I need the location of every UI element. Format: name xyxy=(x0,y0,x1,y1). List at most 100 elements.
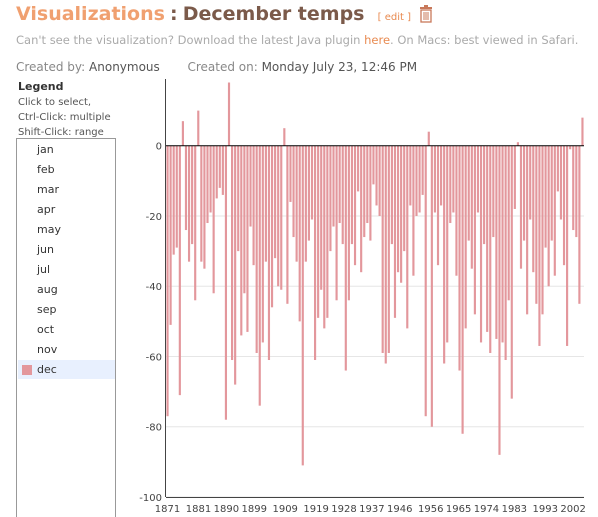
legend-item-label: may xyxy=(37,223,61,236)
bar xyxy=(547,145,550,287)
legend-item-sep[interactable]: sep xyxy=(18,300,115,319)
bar xyxy=(479,145,483,343)
bar xyxy=(443,145,446,364)
legend-item-dec[interactable]: dec xyxy=(18,360,115,379)
x-tick-label: 1993 xyxy=(533,504,558,515)
edit-link[interactable]: edit xyxy=(384,12,404,23)
bar xyxy=(277,145,280,287)
bar xyxy=(498,145,501,455)
bar xyxy=(243,145,246,294)
y-tick-label: -20 xyxy=(146,212,162,223)
bar xyxy=(566,145,569,346)
legend-item-jan[interactable]: jan xyxy=(18,140,115,159)
bar xyxy=(403,145,406,252)
bar xyxy=(261,145,264,343)
legend-item-feb[interactable]: feb xyxy=(18,160,115,179)
bar xyxy=(510,145,513,399)
bar xyxy=(501,145,504,343)
bar xyxy=(246,145,249,332)
bar xyxy=(516,142,519,146)
bar xyxy=(360,145,363,273)
bar xyxy=(280,145,283,290)
bar xyxy=(504,145,507,361)
bar xyxy=(449,145,452,224)
bar xyxy=(194,145,197,301)
bar xyxy=(473,145,476,315)
bar xyxy=(390,145,393,245)
bar xyxy=(476,145,480,213)
bar xyxy=(372,145,375,185)
bar xyxy=(270,145,274,308)
bar xyxy=(335,145,338,301)
bar xyxy=(369,145,372,241)
legend-hints: Click to select, Ctrl-Click: multiple Sh… xyxy=(18,95,111,140)
legend-item-apr[interactable]: apr xyxy=(18,200,115,219)
bar xyxy=(396,145,400,273)
x-tick-label: 1937 xyxy=(359,504,384,515)
bar xyxy=(513,145,516,209)
x-tick-label: 1909 xyxy=(272,504,297,515)
y-tick-label: -80 xyxy=(146,423,162,434)
legend-item-nov[interactable]: nov xyxy=(18,340,115,359)
bar xyxy=(538,145,541,346)
bar xyxy=(553,145,556,276)
bar xyxy=(206,145,209,224)
legend-item-mar[interactable]: mar xyxy=(18,180,115,199)
legend-item-label: apr xyxy=(37,203,56,216)
bar xyxy=(440,145,443,206)
bar xyxy=(406,145,409,329)
bar xyxy=(221,145,224,195)
bar xyxy=(191,145,194,245)
x-tick-label: 1946 xyxy=(387,504,412,515)
legend-item-jul[interactable]: jul xyxy=(18,260,115,279)
bar xyxy=(575,145,578,238)
bar xyxy=(218,145,221,188)
bar xyxy=(215,145,218,199)
bar xyxy=(418,145,421,213)
bar xyxy=(446,145,449,343)
legend-hint: Shift-Click: range xyxy=(18,127,104,138)
plugin-notice-prefix: Can't see the visualization? Download th… xyxy=(16,33,365,47)
bar xyxy=(200,145,203,262)
bar xyxy=(541,145,544,315)
bar xyxy=(400,145,403,283)
bar xyxy=(184,145,188,231)
bar xyxy=(187,145,191,262)
bar xyxy=(304,145,307,262)
title-separator: : xyxy=(170,3,178,25)
legend-item-aug[interactable]: aug xyxy=(18,280,115,299)
x-tick-label: 1928 xyxy=(331,504,356,515)
bar xyxy=(203,145,206,269)
bar xyxy=(433,145,437,213)
bar xyxy=(292,145,295,238)
bar xyxy=(562,145,566,266)
plugin-download-link[interactable]: here xyxy=(364,33,391,47)
x-tick-label: 1919 xyxy=(303,504,328,515)
bar xyxy=(522,145,526,241)
legend-item-oct[interactable]: oct xyxy=(18,320,115,339)
bar xyxy=(581,117,584,146)
edit-bracket-open: [ xyxy=(377,12,382,23)
bar xyxy=(366,145,369,224)
bar xyxy=(240,145,243,336)
x-tick-label: 1965 xyxy=(446,504,471,515)
visualizations-link[interactable]: Visualizations xyxy=(16,3,165,25)
y-tick-label: -60 xyxy=(146,352,162,363)
bar xyxy=(227,82,231,146)
legend-item-jun[interactable]: jun xyxy=(18,240,115,259)
bar xyxy=(495,145,498,339)
bar xyxy=(427,131,430,146)
bar xyxy=(363,145,366,238)
bar xyxy=(544,145,547,248)
legend-item-may[interactable]: may xyxy=(18,220,115,239)
x-tick-label: 1974 xyxy=(474,504,499,515)
bar xyxy=(326,145,329,318)
trash-icon[interactable] xyxy=(419,5,433,27)
bar xyxy=(237,145,240,252)
edit-link-wrapper: [ edit ] xyxy=(378,12,411,23)
bar xyxy=(178,145,181,396)
bar xyxy=(313,145,317,361)
bar xyxy=(532,145,535,273)
bar xyxy=(436,145,440,266)
